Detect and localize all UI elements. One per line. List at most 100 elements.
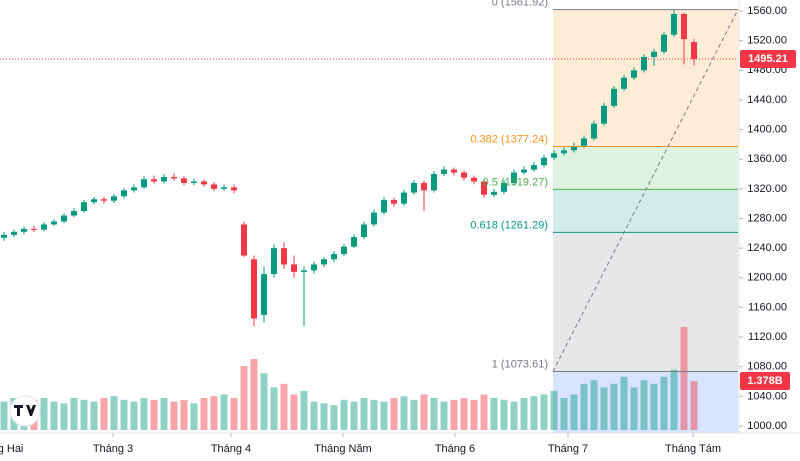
candle-body: [321, 259, 327, 265]
volume-bar: [610, 383, 618, 430]
y-tick-label: 1240.00: [747, 242, 787, 254]
volume-bar: [420, 394, 428, 430]
candle-body: [61, 215, 67, 222]
candle-body: [621, 77, 627, 89]
volume-bar: [390, 398, 398, 430]
candle-body: [71, 211, 77, 216]
volume-bar: [340, 399, 348, 430]
candle-body: [141, 179, 147, 188]
y-tick-label: 1400.00: [747, 123, 787, 135]
x-tick-label: Tháng Tám: [665, 443, 721, 455]
candle-body: [341, 246, 347, 255]
volume-bar: [470, 399, 478, 430]
logo-badge: [9, 395, 41, 427]
x-tick-label: Tháng 3: [93, 443, 133, 455]
y-tick-label: 1200.00: [747, 272, 787, 284]
candle-body: [371, 212, 377, 225]
candle-body: [271, 248, 277, 275]
candle-body: [421, 182, 427, 191]
volume-bar: [400, 396, 408, 430]
volume-bar: [520, 398, 528, 430]
candle-body: [601, 105, 607, 124]
last-price-label: 1495.21: [748, 53, 788, 65]
candle-body: [571, 145, 577, 151]
volume-bar: [590, 380, 598, 430]
volume-bar: [330, 405, 338, 430]
candle-body: [441, 169, 447, 175]
last-volume-tag: [740, 372, 790, 391]
fib-label: 0.5 (1319.27): [483, 176, 548, 188]
volume-bar: [570, 394, 578, 430]
candle-body: [171, 177, 177, 179]
candle-body: [541, 157, 547, 166]
x-tick-label: Tháng Hai: [0, 443, 23, 455]
candle-body: [401, 192, 407, 204]
candle-body: [121, 190, 127, 197]
volume-bar: [140, 398, 148, 430]
candle-body: [81, 202, 87, 212]
candle-body: [41, 224, 47, 230]
volume-bar: [210, 396, 218, 430]
y-tick-label: 1360.00: [747, 153, 787, 165]
candle-body: [491, 191, 497, 195]
volume-bar: [170, 401, 178, 430]
y-tick-label: 1040.00: [747, 390, 787, 402]
candle-body: [311, 264, 317, 271]
candle-body: [581, 138, 587, 146]
fib-trend-line: [552, 9, 739, 372]
volume-bar: [370, 399, 378, 430]
volume-bar: [430, 398, 438, 430]
volume-bar: [100, 398, 108, 430]
volume-bar: [50, 401, 58, 430]
candle-body: [191, 181, 197, 183]
candle-body: [391, 199, 397, 204]
candle-body: [291, 264, 297, 272]
candle-body: [691, 42, 697, 60]
y-tick-label: 1280.00: [747, 212, 787, 224]
y-tick-label: 1080.00: [747, 361, 787, 373]
volume-bar: [0, 401, 8, 430]
candle-body: [1, 234, 7, 238]
volume-bar: [360, 398, 368, 430]
volume-bar: [410, 399, 418, 430]
y-tick-label: 1000.00: [747, 420, 787, 432]
volume-pane: [0, 327, 698, 430]
volume-bar: [40, 398, 48, 430]
volume-bar: [620, 376, 628, 430]
candle-body: [681, 13, 687, 40]
candle-body: [351, 237, 357, 247]
last-volume-label: 1.378B: [747, 375, 783, 387]
candle-body: [261, 274, 267, 315]
fib-zone: [553, 9, 738, 147]
candle-body: [331, 254, 337, 260]
volume-bar: [320, 403, 328, 430]
candles: [1, 9, 697, 326]
volume-bar: [160, 398, 168, 430]
candle-body: [161, 177, 167, 182]
volume-bar: [290, 394, 298, 430]
volume-bar: [110, 396, 118, 430]
candle-body: [511, 172, 517, 183]
candle-body: [281, 248, 287, 265]
volume-bar: [440, 401, 448, 430]
candle-body: [661, 34, 667, 52]
volume-bar: [580, 383, 588, 430]
volume-bar: [250, 358, 258, 430]
candle-body: [651, 51, 657, 57]
logo-mark: [14, 405, 36, 416]
volume-bar: [120, 399, 128, 430]
candle-body: [241, 224, 247, 256]
volume-bar: [490, 398, 498, 430]
volume-bar: [500, 399, 508, 430]
volume-bar: [690, 381, 698, 430]
volume-bar: [190, 403, 198, 430]
volume-bar: [540, 394, 548, 430]
candle-body: [151, 179, 157, 182]
fib-label: 0.382 (1377.24): [470, 133, 548, 145]
candle-body: [531, 165, 537, 170]
volume-bar: [180, 399, 188, 430]
candle-body: [201, 181, 207, 185]
candle-body: [641, 56, 647, 71]
y-tick-label: 1520.00: [747, 35, 787, 47]
candle-body: [671, 13, 677, 35]
